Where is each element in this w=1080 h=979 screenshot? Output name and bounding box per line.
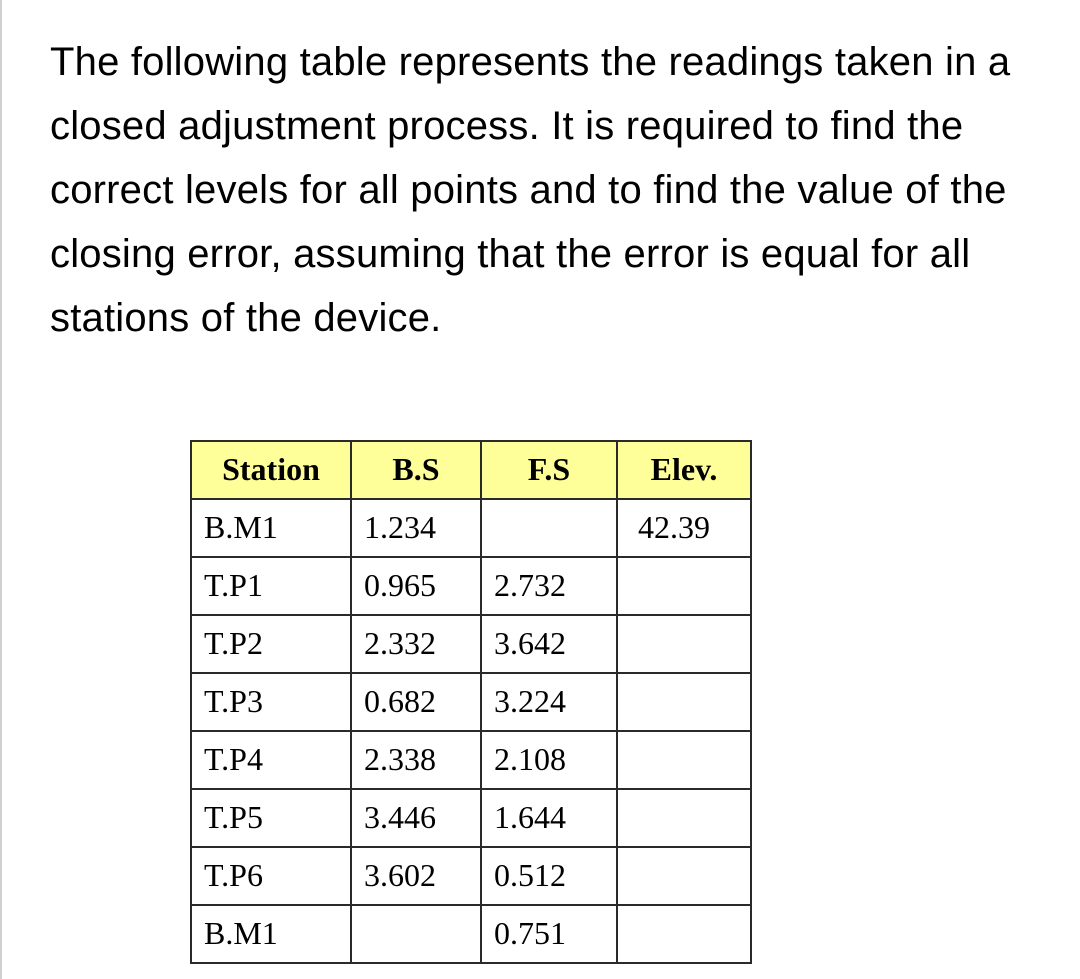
cell-station: B.M1 [191,905,351,963]
cell-fs: 0.751 [481,905,617,963]
cell-bs: 3.602 [351,847,481,905]
problem-statement: The following table represents the readi… [50,30,1052,350]
col-header-fs: F.S [481,441,617,499]
col-header-station: Station [191,441,351,499]
cell-bs: 0.965 [351,557,481,615]
table-row: T.P2 2.332 3.642 [191,615,751,673]
table-row: T.P6 3.602 0.512 [191,847,751,905]
table-header-row: Station B.S F.S Elev. [191,441,751,499]
table-row: T.P4 2.338 2.108 [191,731,751,789]
table-row: T.P3 0.682 3.224 [191,673,751,731]
cell-fs: 2.108 [481,731,617,789]
cell-elev [617,673,751,731]
cell-fs: 0.512 [481,847,617,905]
cell-station: T.P2 [191,615,351,673]
cell-bs: 0.682 [351,673,481,731]
table-container: Station B.S F.S Elev. B.M1 1.234 42.39 T… [190,440,1052,964]
cell-fs: 1.644 [481,789,617,847]
cell-station: T.P5 [191,789,351,847]
cell-station: T.P3 [191,673,351,731]
table-row: B.M1 1.234 42.39 [191,499,751,557]
cell-bs [351,905,481,963]
cell-station: B.M1 [191,499,351,557]
cell-station: T.P6 [191,847,351,905]
col-header-elev: Elev. [617,441,751,499]
page: The following table represents the readi… [0,0,1080,979]
cell-bs: 2.332 [351,615,481,673]
table-row: T.P5 3.446 1.644 [191,789,751,847]
cell-bs: 1.234 [351,499,481,557]
table-row: B.M1 0.751 [191,905,751,963]
readings-table: Station B.S F.S Elev. B.M1 1.234 42.39 T… [190,440,752,964]
left-border [0,0,2,979]
cell-bs: 2.338 [351,731,481,789]
cell-fs: 2.732 [481,557,617,615]
cell-bs: 3.446 [351,789,481,847]
cell-elev [617,847,751,905]
cell-elev [617,905,751,963]
cell-station: T.P1 [191,557,351,615]
cell-elev [617,789,751,847]
cell-elev [617,557,751,615]
table-row: T.P1 0.965 2.732 [191,557,751,615]
cell-fs: 3.224 [481,673,617,731]
col-header-bs: B.S [351,441,481,499]
cell-fs: 3.642 [481,615,617,673]
cell-elev [617,615,751,673]
cell-station: T.P4 [191,731,351,789]
cell-elev [617,731,751,789]
cell-fs [481,499,617,557]
cell-elev: 42.39 [617,499,751,557]
